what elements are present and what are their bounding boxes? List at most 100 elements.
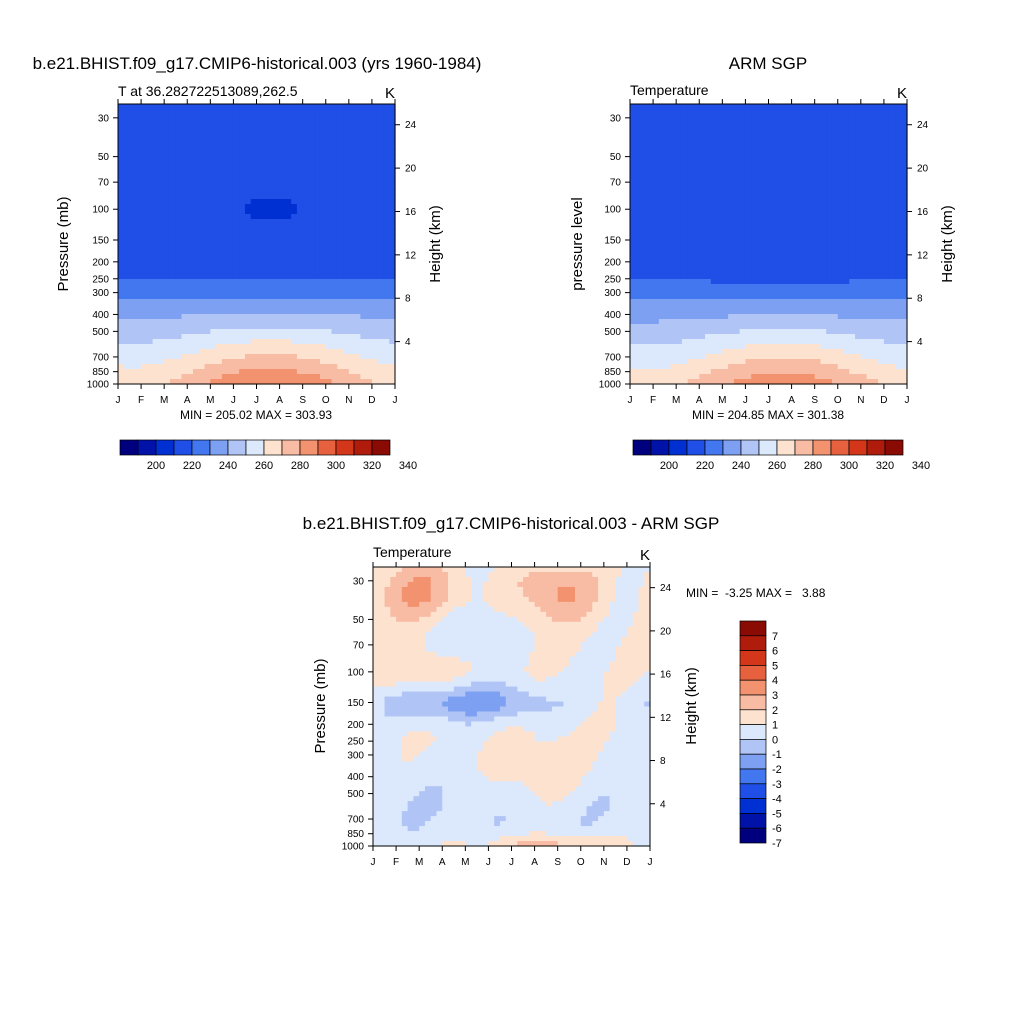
model-contour-cell	[319, 369, 327, 375]
model-contour-cell	[273, 344, 281, 350]
model-contour-cell	[169, 234, 177, 240]
obs-contour-cell	[820, 254, 827, 260]
obs-contour-cell	[785, 254, 793, 260]
obs-contour-cell	[658, 154, 666, 160]
obs-contour-cell	[820, 169, 827, 175]
obs-contour-cell	[687, 244, 695, 250]
obs-contour-cell	[843, 284, 850, 290]
model-contour-cell	[343, 349, 350, 355]
obs-contour-cell	[866, 279, 873, 285]
model-contour-cell	[377, 259, 385, 265]
model-contour-cell	[337, 379, 344, 385]
obs-contour-cell	[699, 244, 706, 250]
model-contour-cell	[193, 314, 200, 320]
model-contour-cell	[175, 364, 183, 370]
model-contour-cell	[227, 259, 235, 265]
model-contour-cell	[233, 379, 240, 385]
model-contour-cell	[181, 209, 188, 215]
model-contour-cell	[135, 164, 142, 170]
obs-contour-cell	[808, 179, 816, 185]
model-contour-cell	[187, 194, 194, 200]
model-contour-cell	[250, 284, 258, 290]
model-contour-cell	[158, 119, 165, 125]
model-contour-cell	[250, 314, 258, 320]
obs-contour-cell	[670, 119, 677, 125]
obs-contour-cell	[768, 269, 775, 275]
model-contour-cell	[354, 259, 361, 265]
obs-contour-cell	[837, 234, 845, 240]
model-contour-cell	[371, 154, 379, 160]
obs-contour-cell	[901, 209, 908, 215]
model-contour-cell	[181, 324, 188, 330]
obs-contour-cell	[843, 259, 850, 265]
obs-contour-cell	[866, 224, 873, 230]
obs-contour-cell	[641, 224, 648, 230]
obs-contour-cell	[895, 144, 902, 150]
model-contour-cell	[146, 159, 154, 165]
obs-contour-cell	[751, 304, 758, 310]
model-contour-cell	[314, 344, 321, 350]
obs-contour-cell	[774, 199, 781, 205]
model-contour-cell	[118, 149, 125, 155]
obs-contour-cell	[705, 294, 712, 300]
obs-contour-cell	[733, 204, 741, 210]
model-contour-cell	[187, 154, 194, 160]
obs-contour-cell	[722, 249, 729, 255]
model-contour-cell	[285, 234, 292, 240]
model-contour-cell	[354, 109, 361, 115]
model-contour-cell	[239, 359, 246, 365]
obs-contour-cell	[722, 164, 729, 170]
model-contour-cell	[135, 309, 142, 315]
model-contour-cell	[279, 179, 286, 185]
model-contour-cell	[164, 119, 171, 125]
model-contour-cell	[360, 189, 367, 195]
obs-contour-cell	[860, 309, 868, 315]
model-contour-cell	[135, 214, 142, 220]
obs-contour-cell	[837, 304, 845, 310]
model-contour-cell	[158, 154, 165, 160]
model-contour-cell	[146, 119, 154, 125]
obs-contour-cell	[756, 219, 764, 225]
model-contour-cell	[210, 164, 217, 170]
obs-contour-cell	[705, 159, 712, 165]
model-contour-cell	[325, 124, 333, 130]
model-contour-cell	[308, 129, 315, 135]
model-contour-cell	[210, 244, 217, 250]
model-contour-cell	[296, 204, 304, 210]
model-contour-cell	[244, 214, 252, 220]
obs-contour-cell	[860, 114, 868, 120]
model-contour-cell	[325, 264, 333, 270]
model-contour-cell	[198, 339, 206, 345]
model-contour-cell	[262, 339, 269, 345]
obs-contour-cell	[658, 124, 666, 130]
obs-contour-cell	[716, 194, 723, 200]
model-contour-cell	[210, 304, 217, 310]
model-contour-cell	[343, 319, 350, 325]
obs-contour-cell	[687, 224, 695, 230]
model-contour-cell	[239, 309, 246, 315]
obs-contour-cell	[791, 214, 798, 220]
obs-contour-cell	[658, 139, 666, 145]
model-contour-cell	[343, 284, 350, 290]
model-contour-cell	[198, 299, 206, 305]
model-contour-cell	[348, 249, 356, 255]
model-contour-cell	[371, 189, 379, 195]
model-contour-cell	[343, 169, 350, 175]
model-contour-cell	[377, 309, 385, 315]
obs-contour-cell	[860, 204, 868, 210]
model-contour-cell	[389, 279, 396, 285]
obs-contour-cell	[762, 229, 770, 235]
model-contour-cell	[383, 109, 390, 115]
model-contour-cell	[331, 164, 338, 170]
model-contour-cell	[279, 229, 286, 235]
model-contour-cell	[371, 224, 379, 230]
obs-contour-cell	[843, 174, 850, 180]
model-contour-cell	[152, 339, 159, 345]
model-contour-cell	[279, 189, 286, 195]
obs-contour-cell	[635, 169, 643, 175]
model-contour-cell	[366, 299, 373, 305]
model-contour-cell	[308, 314, 315, 320]
obs-contour-cell	[635, 319, 643, 325]
model-contour-cell	[169, 144, 177, 150]
obs-contour-cell	[860, 289, 868, 295]
